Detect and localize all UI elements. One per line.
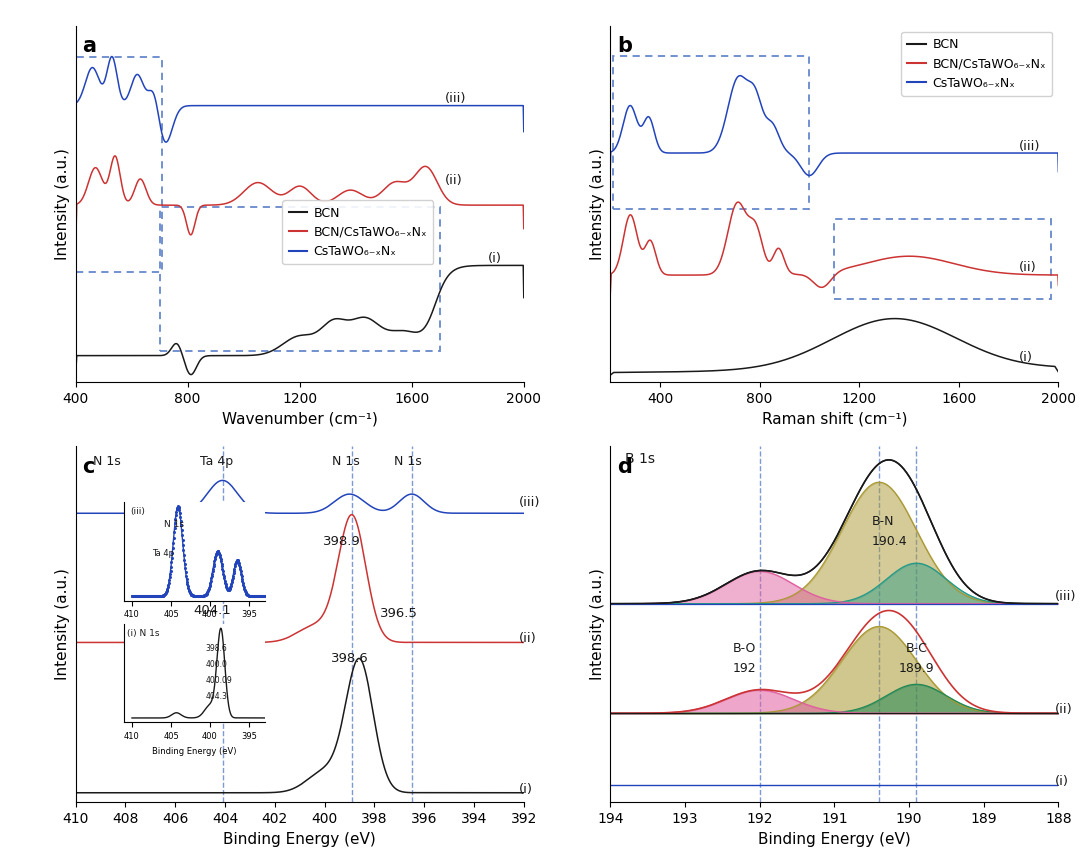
Text: N 1s: N 1s	[394, 455, 422, 468]
Text: (iii): (iii)	[1018, 140, 1040, 153]
Bar	[76, 57, 162, 272]
X-axis label: Raman shift (cm⁻¹): Raman shift (cm⁻¹)	[761, 411, 907, 426]
Text: 396.5: 396.5	[380, 607, 418, 620]
Legend: BCN, BCN/CsTaWO₆₋ₓNₓ, CsTaWO₆₋ₓNₓ: BCN, BCN/CsTaWO₆₋ₓNₓ, CsTaWO₆₋ₓNₓ	[283, 200, 433, 264]
Y-axis label: Intensity (a.u.): Intensity (a.u.)	[590, 148, 605, 260]
Text: 190.4: 190.4	[872, 535, 907, 548]
Text: Ta 4p: Ta 4p	[152, 549, 174, 559]
Text: (i): (i)	[1055, 775, 1069, 789]
Bar	[834, 219, 1051, 299]
X-axis label: Wavenumber (cm⁻¹): Wavenumber (cm⁻¹)	[221, 411, 378, 426]
Text: d: d	[617, 456, 632, 477]
Legend: BCN, BCN/CsTaWO₆₋ₓNₓ, CsTaWO₆₋ₓNₓ: BCN, BCN/CsTaWO₆₋ₓNₓ, CsTaWO₆₋ₓNₓ	[901, 32, 1052, 96]
Text: 398.9: 398.9	[323, 535, 361, 548]
Text: a: a	[82, 36, 96, 57]
Text: 400.09: 400.09	[205, 676, 232, 685]
Text: N 1s: N 1s	[93, 455, 121, 468]
Text: Ta 4p: Ta 4p	[200, 455, 233, 468]
Y-axis label: Intensity (a.u.): Intensity (a.u.)	[55, 148, 70, 260]
Text: (ii): (ii)	[445, 173, 463, 187]
Bar	[612, 56, 809, 208]
Text: c: c	[82, 456, 95, 477]
Text: (i): (i)	[487, 252, 501, 265]
Y-axis label: Intensity (a.u.): Intensity (a.u.)	[55, 568, 70, 680]
Text: (iii): (iii)	[130, 507, 145, 516]
Text: B 1s: B 1s	[625, 452, 656, 466]
Text: (iii): (iii)	[445, 92, 467, 106]
Text: (i): (i)	[518, 782, 532, 795]
X-axis label: Binding Energy (eV): Binding Energy (eV)	[152, 746, 237, 756]
Text: (ii): (ii)	[518, 632, 537, 645]
X-axis label: Binding Energy (eV): Binding Energy (eV)	[224, 831, 376, 847]
Text: b: b	[617, 36, 632, 57]
Y-axis label: Intensity (a.u.): Intensity (a.u.)	[590, 568, 605, 680]
Text: B-C: B-C	[905, 642, 928, 655]
Bar	[160, 207, 440, 351]
Text: (i): (i)	[1018, 351, 1032, 364]
Text: 404.3: 404.3	[205, 692, 228, 701]
Text: 398.6: 398.6	[205, 644, 228, 654]
Text: B-N: B-N	[872, 515, 894, 528]
Text: (ii): (ii)	[1018, 262, 1037, 275]
X-axis label: Binding Energy (eV): Binding Energy (eV)	[758, 831, 910, 847]
Text: 404.1: 404.1	[193, 604, 231, 617]
Text: 398.6: 398.6	[330, 652, 368, 665]
Text: 192: 192	[733, 662, 756, 675]
Text: B-O: B-O	[733, 642, 756, 655]
Text: 189.9: 189.9	[899, 662, 934, 675]
Text: (ii): (ii)	[1055, 704, 1072, 716]
X-axis label: Binding Energy (eV): Binding Energy (eV)	[152, 625, 237, 634]
Text: 400.0: 400.0	[205, 660, 228, 669]
Text: (iii): (iii)	[518, 497, 540, 510]
Text: (i) N 1s: (i) N 1s	[127, 629, 160, 637]
Text: N 1s: N 1s	[332, 455, 360, 468]
Text: (iii): (iii)	[1055, 590, 1076, 603]
Text: N 1s: N 1s	[163, 520, 184, 529]
